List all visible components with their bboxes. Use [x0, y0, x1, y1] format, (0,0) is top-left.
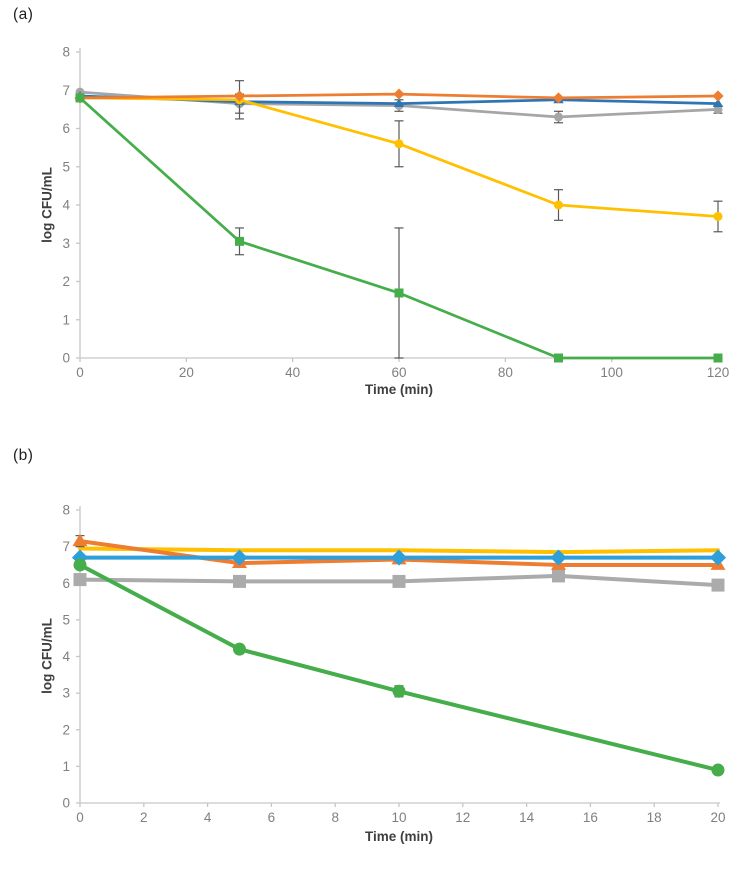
- y-tick-label: 3: [62, 686, 70, 701]
- square-marker: [713, 353, 723, 363]
- markers: [73, 558, 725, 777]
- y-tick-label: 4: [62, 649, 70, 664]
- series-blue-diamonds: [71, 549, 727, 566]
- y-tick-label: 2: [62, 722, 70, 737]
- y-tick-label: 4: [62, 198, 70, 213]
- x-tick-label: 16: [583, 810, 598, 825]
- series-green-squares: [75, 93, 723, 363]
- diamond-marker: [712, 90, 724, 102]
- triangle-marker: [393, 98, 405, 108]
- square-marker: [233, 574, 246, 588]
- square-marker: [711, 578, 725, 592]
- x-tick-label: 6: [268, 810, 276, 825]
- circle-marker: [394, 139, 404, 149]
- y-tick-label: 6: [62, 121, 70, 136]
- square-marker: [554, 353, 563, 363]
- y-tick-label: 7: [62, 83, 70, 98]
- series-line: [78, 562, 720, 773]
- y-tick-label: 8: [62, 503, 70, 518]
- panel-b-x-axis-title: Time (min): [364, 829, 433, 844]
- series-gray-squares: [73, 569, 725, 592]
- series-green-circles: [73, 558, 725, 777]
- triangle-marker: [712, 98, 724, 108]
- y-tick-label: 2: [62, 274, 70, 289]
- x-tick-label: 0: [76, 810, 84, 825]
- circle-marker: [233, 642, 246, 656]
- x-tick-label: 10: [391, 810, 406, 825]
- x-tick-label: 120: [707, 365, 730, 380]
- x-tick-label: 0: [76, 365, 84, 380]
- square-marker: [552, 569, 565, 583]
- markers: [73, 569, 725, 592]
- circle-marker: [713, 211, 723, 221]
- y-tick-label: 5: [62, 159, 70, 174]
- y-tick-label: 0: [62, 351, 70, 366]
- panel-b-label: (b): [13, 447, 34, 464]
- x-tick-label: 100: [600, 365, 623, 380]
- x-tick-label: 20: [179, 365, 194, 380]
- x-tick-label: 18: [647, 810, 662, 825]
- x-tick-label: 12: [455, 810, 470, 825]
- y-tick-label: 5: [62, 612, 70, 627]
- x-tick-label: 40: [285, 365, 300, 380]
- y-tick-label: 8: [62, 45, 70, 60]
- diamond-marker: [233, 90, 246, 102]
- markers: [75, 93, 723, 363]
- y-tick-label: 1: [62, 759, 70, 774]
- diamond-marker: [390, 549, 408, 566]
- x-tick-label: 14: [519, 810, 535, 825]
- square-marker: [394, 288, 404, 298]
- panel-a: (a) log CFU/mL 0 1 2 3 4 5 6 7 8 0 20 40 60 80 100 120 …: [0, 0, 750, 430]
- square-marker: [73, 573, 87, 587]
- y-tick-label: 1: [62, 312, 70, 327]
- square-marker: [75, 93, 85, 103]
- square-marker: [392, 574, 406, 588]
- panel-b: (b) log CFU/mL 0 1 2 3 4 5 6 7 8 0 2 4 6 8 10 12 14 16 18 2…: [0, 430, 750, 869]
- panel-a-label: (a): [13, 6, 34, 23]
- diamond-marker: [552, 92, 565, 104]
- circle-marker: [711, 763, 725, 777]
- circle-marker: [713, 104, 723, 114]
- y-tick-label: 6: [62, 576, 70, 591]
- y-tick-label: 0: [62, 796, 70, 811]
- panel-a-x-axis-title: Time (min): [364, 382, 433, 397]
- circle-marker: [392, 684, 406, 698]
- diamond-marker: [709, 549, 727, 566]
- circle-marker: [554, 200, 563, 210]
- x-tick-label: 60: [391, 365, 406, 380]
- diamond-marker: [393, 88, 405, 100]
- triangle-marker: [72, 533, 88, 547]
- x-tick-label: 8: [331, 810, 339, 825]
- square-marker: [235, 236, 244, 246]
- x-tick-label: 80: [498, 365, 513, 380]
- x-tick-label: 2: [140, 810, 148, 825]
- y-tick-label: 3: [62, 236, 70, 251]
- diamond-marker: [550, 549, 567, 566]
- x-tick-label: 20: [710, 810, 725, 825]
- circle-marker: [554, 112, 563, 122]
- diamond-marker: [231, 549, 248, 566]
- y-tick-label: 7: [62, 539, 70, 554]
- circle-marker: [73, 558, 87, 572]
- x-tick-label: 4: [204, 810, 212, 825]
